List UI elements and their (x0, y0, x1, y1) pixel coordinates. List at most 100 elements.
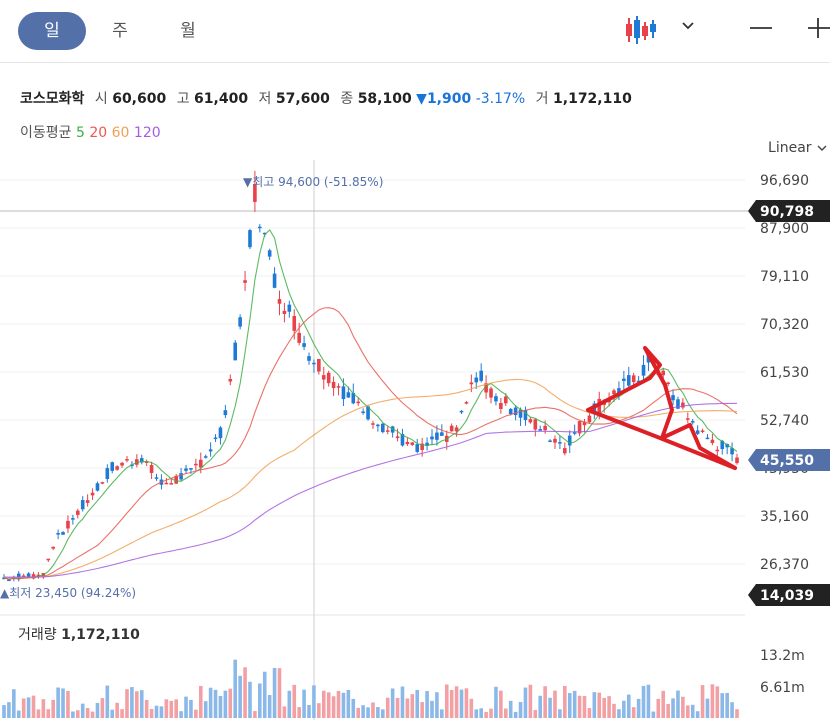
volume-bar (636, 698, 641, 718)
volume-bar (159, 706, 164, 718)
drawn-trend-line (586, 346, 737, 470)
volume-tick-label: 13.2m (760, 648, 805, 664)
candle-body (563, 448, 567, 454)
scale-mode-dropdown[interactable]: Linear (768, 140, 828, 156)
open-value: 60,600 (112, 91, 167, 107)
volume-bar (725, 692, 729, 718)
candle-body (120, 462, 124, 466)
candle-body (489, 388, 493, 398)
volume-bar (7, 702, 11, 718)
current-price-badge: 45,550 (760, 453, 814, 469)
volume-bar (31, 695, 36, 718)
volume-bar (80, 703, 85, 718)
volume-bar (494, 686, 498, 718)
close-value: 58,100 (357, 91, 412, 107)
candle-body (90, 492, 95, 496)
ma-5[interactable]: 5 (75, 125, 85, 141)
ma-120[interactable]: 120 (133, 125, 161, 141)
price-tick-label: 26,370 (760, 557, 809, 573)
stock-name: 코스모화학 (20, 91, 85, 107)
crosshair-price-badge-bg (748, 200, 830, 222)
ma-60[interactable]: 60 (111, 125, 130, 141)
volume-bar (90, 711, 95, 718)
volume-bar (366, 707, 370, 718)
candle-body (528, 419, 533, 423)
ma-line-60 (3, 378, 738, 578)
candle-body (494, 396, 498, 402)
candle-body (174, 475, 178, 484)
volume-bar (253, 711, 257, 718)
low-value: 57,600 (275, 91, 330, 107)
candlestick-icon[interactable] (626, 14, 656, 46)
volume-bar (582, 696, 587, 718)
volume-bar (336, 690, 341, 718)
candle-body (553, 438, 557, 443)
volume-bar (228, 688, 233, 718)
candle-body (26, 573, 31, 578)
volume-bar (425, 690, 429, 718)
candle-body (208, 449, 213, 452)
candle-body (194, 463, 198, 466)
candle-body (336, 386, 341, 388)
candle-body (636, 380, 641, 383)
candle-body (587, 415, 592, 423)
tab-daily[interactable]: 일 (18, 12, 86, 50)
volume-bars (2, 659, 739, 718)
volume-bar (16, 710, 21, 718)
candle-body (479, 370, 483, 381)
candle-body (700, 430, 705, 433)
volume-bar (602, 697, 606, 718)
volume-bar (592, 692, 597, 718)
min-price-badge-bg (748, 584, 830, 606)
plus-icon[interactable] (806, 16, 830, 40)
volume-bar (21, 698, 26, 718)
candle-body (371, 423, 375, 425)
price-tick-label: 70,320 (760, 317, 809, 333)
volume-panel-value: 1,172,110 (61, 627, 140, 643)
tab-weekly[interactable]: 주 (112, 21, 128, 41)
volume-bar (454, 686, 459, 718)
candle-body (690, 421, 695, 423)
price-tick-label: 52,740 (760, 413, 809, 429)
candle-body (730, 448, 734, 455)
volume-bar (626, 694, 631, 718)
volume-bar (125, 689, 129, 718)
volume-bar (208, 687, 213, 718)
candle-body (307, 356, 311, 361)
candle-body (622, 378, 626, 381)
high-label: 고 (176, 91, 190, 107)
change-percent: -3.17% (475, 91, 526, 107)
volume-bar (705, 698, 710, 718)
volume-panel-label: 거래량 1,172,110 (18, 627, 140, 643)
trend-annotation (586, 346, 737, 470)
tab-monthly[interactable]: 월 (180, 21, 196, 41)
minimize-icon[interactable] (748, 18, 774, 38)
candle-body (85, 500, 90, 503)
volume-bar (720, 693, 725, 718)
volume-bar (666, 703, 670, 718)
min-price-badge: 14,039 (760, 588, 814, 604)
candle-body (203, 456, 208, 458)
volume-bar (543, 686, 547, 718)
volume-bar (66, 690, 70, 718)
volume-bar (361, 705, 365, 718)
volume-bar (194, 709, 198, 718)
ma-line-5 (3, 229, 738, 580)
candle-body (661, 370, 666, 376)
volume-bar (503, 708, 508, 718)
volume-bar (676, 690, 680, 718)
volume-bar (331, 696, 336, 718)
candle-body (612, 390, 616, 395)
ma-20[interactable]: 20 (89, 125, 108, 141)
volume-bar (218, 695, 223, 718)
chevron-down-icon[interactable] (680, 18, 696, 34)
chart-toolbar: 일 주 월 (0, 0, 830, 63)
price-axis: 96,69087,90079,11070,32061,53052,74043,9… (748, 173, 830, 696)
candle-body (626, 375, 631, 386)
candle-body (499, 402, 503, 409)
volume-bar (523, 687, 528, 718)
candle-body (390, 426, 395, 433)
candle-body (282, 310, 287, 315)
price-tick-label: 87,900 (760, 221, 809, 237)
